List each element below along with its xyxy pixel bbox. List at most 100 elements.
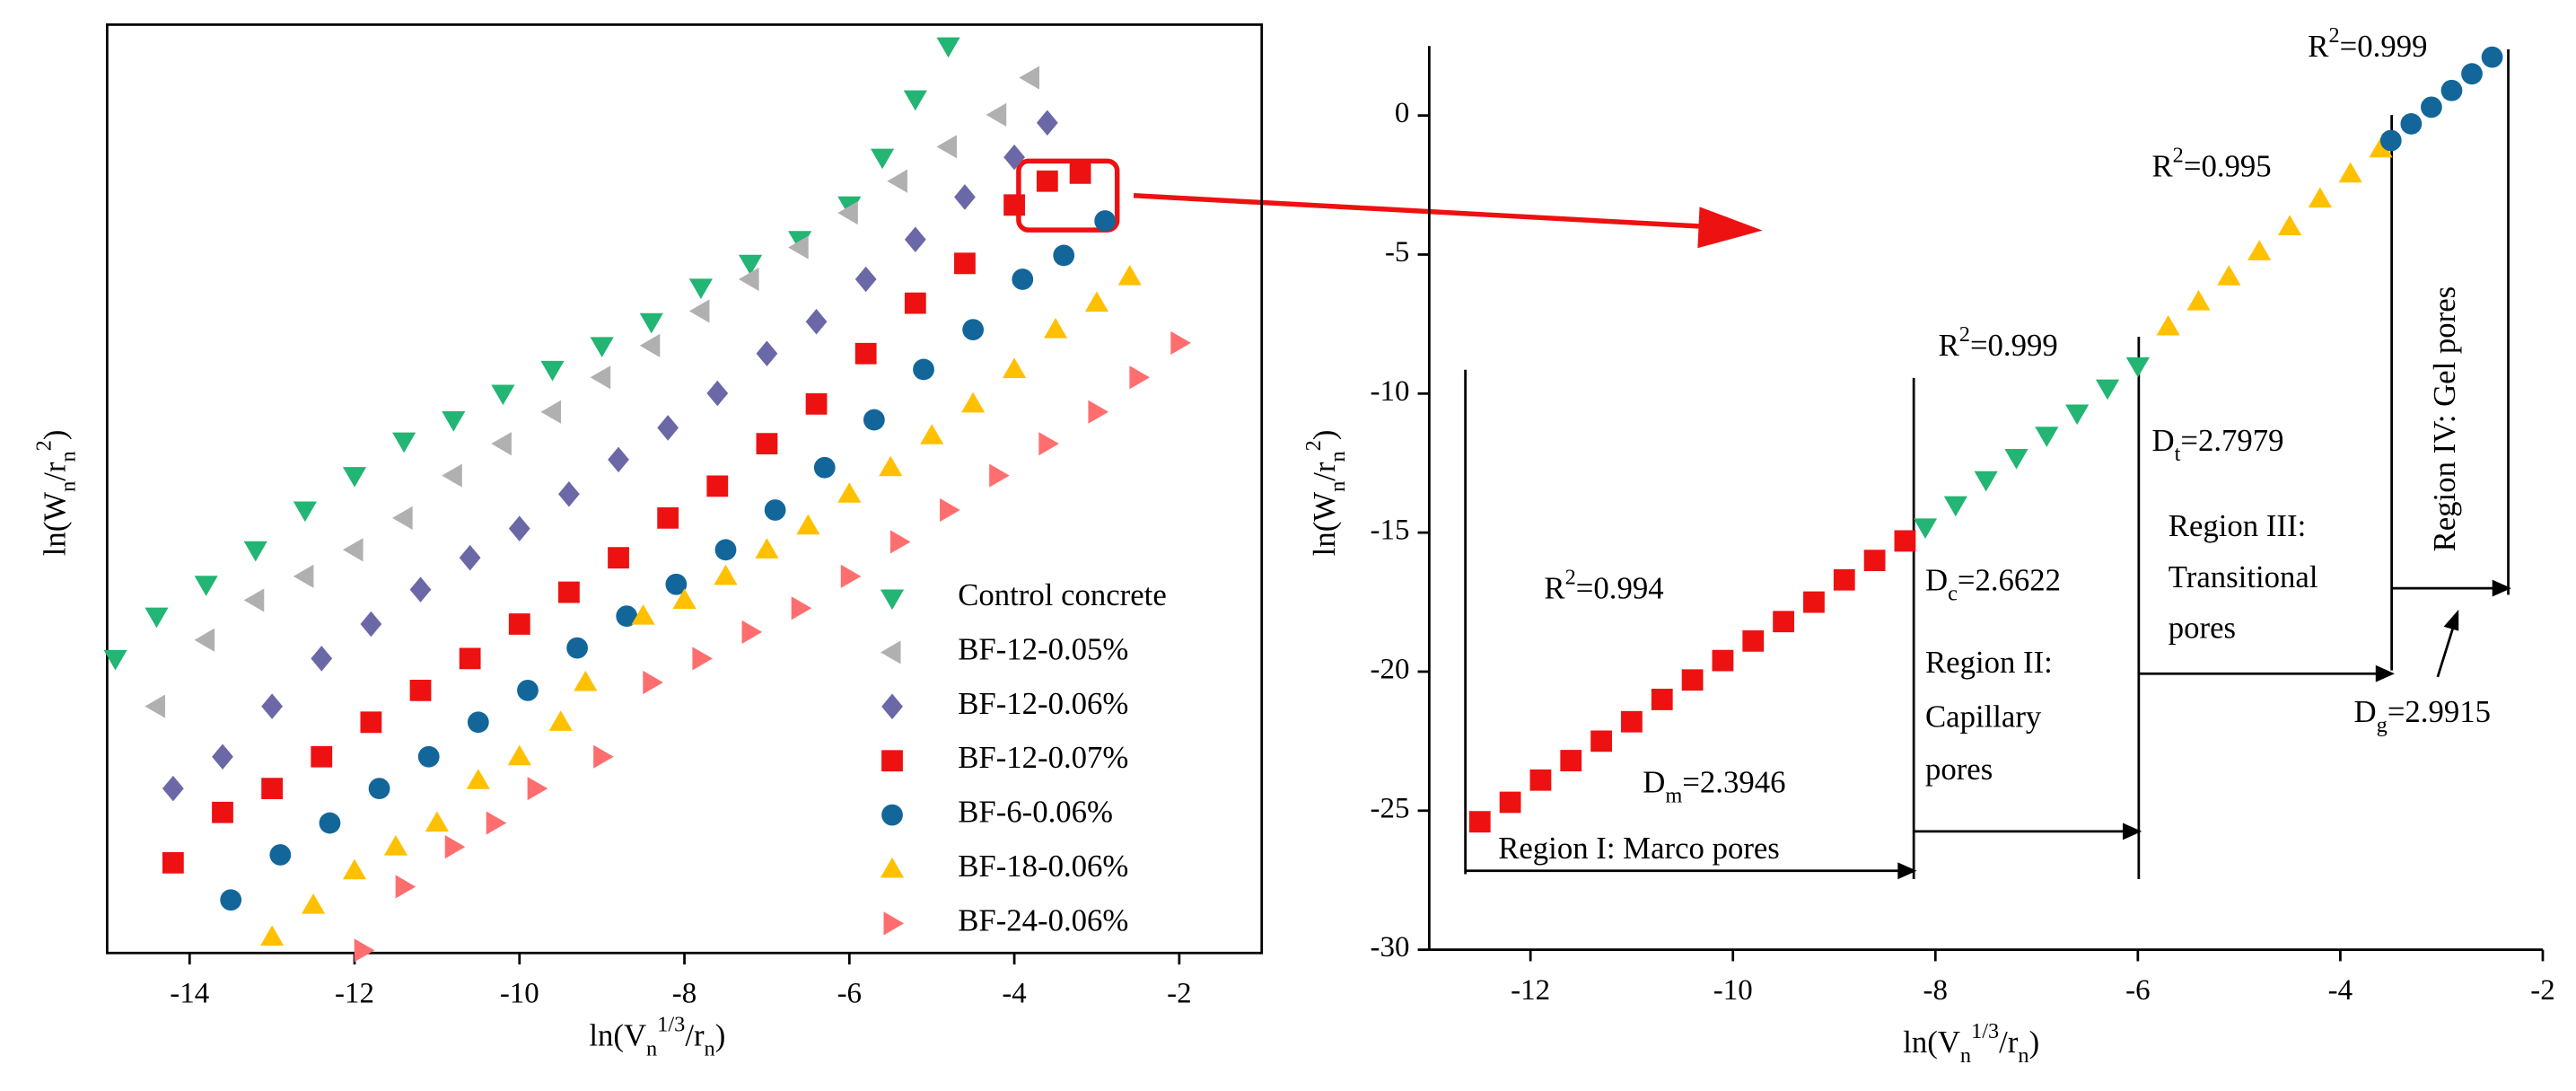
x-tick-label: -10 — [500, 977, 539, 1009]
legend-marker — [881, 693, 903, 720]
data-point — [961, 392, 986, 413]
data-point — [319, 812, 341, 834]
data-point — [1038, 432, 1059, 456]
data-point — [342, 467, 367, 488]
annotation-part: Region IV: Gel pores — [2427, 286, 2462, 552]
x-tick-label: -8 — [1923, 974, 1948, 1007]
data-point — [920, 424, 944, 444]
annotation-part: pores — [1925, 752, 1993, 787]
data-point — [1742, 630, 1765, 652]
x-tick-label: -8 — [672, 977, 697, 1009]
annotation-part: R — [1939, 328, 1960, 363]
data-point — [395, 875, 416, 899]
data-point — [1003, 194, 1025, 216]
data-point — [383, 835, 408, 856]
legend-label: BF-12-0.05% — [958, 631, 1128, 666]
annotation: R2=0.995 — [2151, 144, 2271, 184]
annotation-part: D — [1643, 765, 1665, 800]
y-axis-label-part: ) — [37, 430, 72, 441]
data-point — [813, 456, 836, 479]
data-point — [986, 102, 1007, 127]
data-point — [360, 611, 382, 638]
annotation-part: g — [2377, 713, 2388, 737]
data-point — [904, 292, 926, 314]
data-point — [311, 646, 333, 672]
data-point — [1036, 170, 1058, 192]
annotation: Dg=2.9915 — [2354, 694, 2491, 737]
y-axis-label-part: ln(W — [1307, 492, 1342, 557]
data-point — [342, 538, 364, 562]
data-point — [507, 744, 531, 766]
legend-marker — [880, 857, 905, 878]
y-tick-label: -25 — [1371, 792, 1410, 824]
annotation: R2=0.999 — [2308, 23, 2427, 64]
data-point — [672, 588, 697, 609]
data-point — [508, 613, 530, 635]
data-point — [714, 564, 738, 585]
data-point — [360, 711, 382, 734]
data-point — [2217, 265, 2241, 286]
data-point — [1913, 518, 1938, 540]
data-point — [940, 497, 960, 523]
data-point — [311, 745, 333, 768]
data-point — [2440, 79, 2463, 101]
data-point — [162, 851, 184, 874]
data-point — [639, 312, 663, 334]
data-point — [1803, 591, 1825, 613]
legend-marker — [881, 750, 903, 772]
data-point — [417, 745, 440, 768]
data-point — [194, 576, 218, 596]
y-tick-label: -15 — [1371, 515, 1410, 547]
data-point — [593, 744, 614, 769]
data-point — [459, 544, 481, 571]
annotation-part: =2.6622 — [1958, 563, 2061, 598]
data-point — [2095, 379, 2120, 400]
data-point — [1129, 365, 1150, 390]
data-point — [1094, 210, 1117, 232]
data-point — [1012, 268, 1034, 290]
data-point — [755, 538, 779, 559]
zoom-annotation — [1016, 158, 1763, 249]
data-point — [145, 607, 169, 629]
y-axis-label-part: /r — [1307, 462, 1342, 481]
annotation-part: c — [1948, 582, 1958, 606]
x-tick-label: -2 — [1167, 977, 1191, 1009]
data-point — [1712, 649, 1734, 672]
data-point — [706, 475, 729, 497]
data-point — [954, 252, 976, 275]
data-point — [616, 605, 638, 628]
y-axis-label-part: ln(W — [37, 492, 72, 557]
annotation: Dt=2.7979 — [2151, 423, 2283, 466]
data-point — [863, 409, 885, 431]
annotation: Dc=2.6622 — [1925, 563, 2061, 606]
x-axis-label-part: ln(V — [1903, 1025, 1960, 1060]
data-point — [738, 254, 763, 276]
annotation-part: Transitional — [2169, 559, 2318, 594]
y-axis-label-part: 2 — [1301, 440, 1326, 451]
data-point — [608, 446, 629, 473]
data-point — [212, 743, 233, 770]
legend-marker — [883, 911, 905, 936]
data-point — [913, 358, 934, 381]
data-point — [879, 455, 903, 477]
x-tick-label: -2 — [2530, 974, 2554, 1007]
data-point — [162, 775, 184, 802]
legend-label: BF-24-0.06% — [958, 902, 1128, 937]
data-point — [392, 432, 416, 453]
data-point — [741, 620, 763, 644]
data-point — [1894, 530, 1916, 552]
data-point — [243, 588, 265, 612]
data-point — [756, 433, 778, 455]
data-point — [665, 573, 688, 595]
x-tick-label: -10 — [1713, 974, 1753, 1007]
data-point — [103, 649, 127, 671]
legend-label: BF-18-0.06% — [958, 849, 1128, 884]
data-point — [2379, 129, 2402, 152]
data-point — [714, 539, 737, 561]
x-axis-label-part: n — [705, 1037, 715, 1061]
data-point — [2065, 404, 2090, 426]
annotation-part: =2.9915 — [2388, 694, 2491, 729]
data-point — [2277, 215, 2302, 236]
y-tick-label: -20 — [1371, 654, 1410, 686]
annotation: pores — [1925, 752, 1993, 787]
